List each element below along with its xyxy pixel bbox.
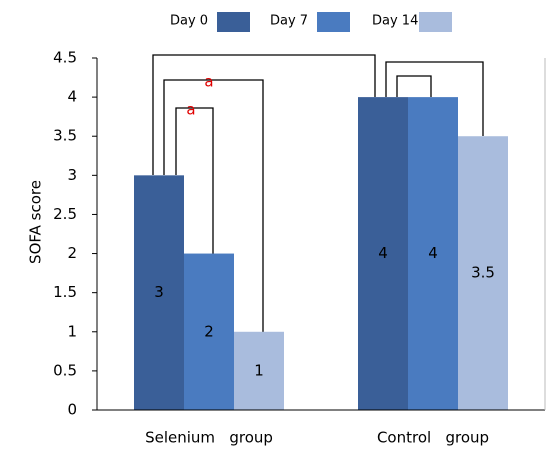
legend-label: Day 14 [372, 14, 418, 29]
y-tick-label: 1 [67, 322, 77, 340]
annotation: a [204, 73, 213, 91]
y-tick-label: 4 [67, 88, 77, 106]
data-label: 4 [428, 244, 438, 262]
y-tick-label: 2 [67, 244, 77, 262]
legend-label: Day 7 [270, 14, 308, 29]
data-label: 3.5 [471, 264, 495, 282]
annotation: a [186, 101, 195, 119]
legend-swatch [217, 12, 250, 32]
legend-swatch [419, 12, 452, 32]
bar [458, 136, 508, 410]
bracket [385, 61, 484, 136]
data-label: 1 [254, 361, 264, 379]
bracket [175, 107, 214, 254]
legend-label: Day 0 [170, 14, 208, 29]
y-tick-label: 1.5 [53, 283, 77, 301]
bracket [163, 79, 264, 332]
bar [184, 253, 234, 410]
bracket [396, 75, 432, 97]
x-tick-label: Selenium group [145, 429, 273, 447]
x-tick-label: Control group [377, 429, 489, 447]
bar [358, 97, 408, 410]
legend-swatch [317, 12, 350, 32]
data-label: 3 [154, 283, 164, 301]
y-tick-label: 4.5 [53, 49, 77, 67]
brackets [152, 54, 484, 332]
y-tick-label: 3.5 [53, 127, 77, 145]
data-label: 4 [378, 244, 388, 262]
bar [134, 175, 184, 410]
y-tick-label: 0 [67, 401, 77, 419]
data-label: 2 [204, 322, 214, 340]
bar [408, 97, 458, 410]
y-tick-label: 0.5 [53, 361, 77, 379]
bracket [152, 54, 376, 175]
y-tick-label: 2.5 [53, 205, 77, 223]
y-axis-label: SOFA score [27, 180, 45, 264]
y-tick-label: 3 [67, 166, 77, 184]
bar [234, 331, 284, 410]
